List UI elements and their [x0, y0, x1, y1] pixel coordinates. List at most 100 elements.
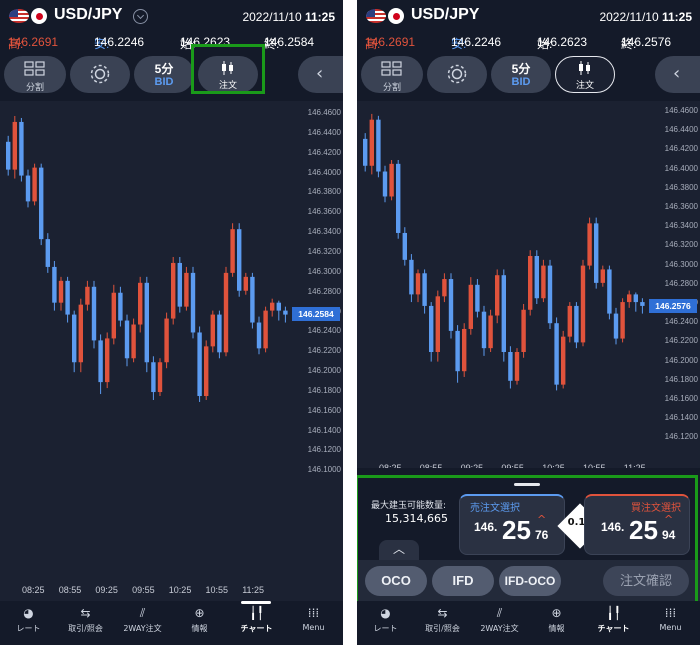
settings-button[interactable] — [427, 56, 487, 93]
y-tick-label: 146.3000 — [664, 259, 698, 269]
nav-item-menu[interactable]: ⁞⁞⁞ Menu — [285, 607, 342, 633]
timeframe-button[interactable]: 5分 BID — [491, 56, 551, 93]
y-tick-label: 146.4400 — [664, 125, 698, 135]
chart-toolbar: 分割 5分 BID 注文 ‹ — [357, 51, 700, 101]
nav-item-rate[interactable]: ◕ レート — [357, 607, 414, 634]
currency-pair[interactable]: USD/JPY — [54, 6, 123, 23]
chevron-down-icon[interactable] — [133, 9, 148, 24]
datetime: 2022/11/10 11:25 — [242, 10, 335, 24]
candlestick-chart[interactable]: 146.4600 146.4400 146.4200 146.4000 146.3800… — [0, 101, 343, 595]
y-tick-label: 146.1400 — [664, 413, 698, 423]
candle-up — [587, 223, 592, 266]
split-button[interactable]: 分割 — [4, 56, 66, 93]
candle-up — [567, 305, 572, 337]
chart-canvas — [6, 115, 288, 402]
menu-icon: ⁞⁞⁞ — [664, 606, 677, 620]
candle-up — [521, 309, 526, 352]
current-price-tag: 146.2576 — [649, 299, 697, 314]
drag-handle[interactable] — [514, 483, 540, 486]
currency-pair[interactable]: USD/JPY — [411, 6, 480, 23]
candle-down — [501, 275, 506, 352]
candle-down — [574, 305, 579, 343]
expand-button[interactable]: ︿ — [379, 540, 419, 560]
candle-down — [237, 229, 242, 291]
order-button[interactable]: 注文 — [198, 56, 258, 93]
price-stats: 高: 146.2691 安: 146.2246 始: 146.2623 終: 146.2… — [0, 33, 343, 51]
low-value: 146.2246 — [451, 35, 502, 49]
candle-up — [541, 265, 546, 299]
x-tick-label: 09:55 — [132, 585, 155, 595]
nav-label-menu: Menu — [659, 623, 682, 632]
candle-down — [429, 305, 434, 352]
info-icon: ⊕ — [194, 606, 205, 620]
candle-up — [210, 314, 215, 347]
us-flag-icon — [366, 9, 386, 23]
candle-down — [481, 311, 487, 349]
nav-item-trade[interactable]: ⇆ 取引/照会 — [414, 607, 471, 634]
low-label: 安: — [94, 37, 110, 51]
candle-up — [184, 272, 189, 307]
buy-price-prefix: 146. — [601, 520, 625, 534]
y-tick-label: 146.1000 — [307, 465, 341, 475]
nav-item-info[interactable]: ⊕ 情報 — [528, 607, 585, 634]
y-tick-label: 146.2200 — [307, 346, 341, 356]
candle-up — [32, 167, 37, 202]
info-icon: ⊕ — [551, 606, 562, 620]
candle-down — [534, 256, 539, 299]
candle-up — [12, 121, 17, 170]
candle-up — [462, 328, 467, 372]
buy-order-box[interactable]: 買注文選択 146. 25 ^ 94 — [584, 494, 690, 555]
ifd-oco-button[interactable]: IFD-OCO — [499, 566, 561, 596]
candlestick-chart[interactable]: 146.4600 146.4400 146.4200 146.4000 146.3800… — [357, 101, 700, 473]
settings-button[interactable] — [70, 56, 130, 93]
low-label: 安: — [451, 37, 467, 51]
nav-item-trade[interactable]: ⇆ 取引/照会 — [57, 607, 114, 634]
candle-up — [58, 280, 64, 303]
timeframe-button[interactable]: 5分 BID — [134, 56, 194, 93]
candle-up — [263, 310, 268, 349]
y-tick-label: 146.4400 — [307, 127, 341, 137]
collapse-button[interactable]: ‹ — [655, 56, 700, 93]
oco-button[interactable]: OCO — [365, 566, 427, 596]
candle-down — [554, 323, 559, 385]
x-tick-label: 08:55 — [58, 585, 82, 595]
candle-up — [389, 163, 394, 197]
high-label: 高: — [365, 37, 381, 51]
nav-label-2way: 2WAY注文 — [480, 624, 519, 633]
sell-order-box[interactable]: 売注文選択 146. 25 ^ 76 — [459, 494, 565, 555]
max-qty-value: 15,314,665 — [385, 512, 448, 525]
candle-down — [382, 171, 388, 197]
candle-up — [171, 262, 176, 319]
candle-up — [243, 276, 248, 291]
x-tick-label: 08:25 — [22, 585, 45, 595]
y-tick-label: 146.4000 — [664, 163, 698, 173]
order-confirm-button[interactable]: 注文確認 — [603, 566, 689, 596]
order-label: 注文 — [218, 80, 237, 90]
candle-down — [409, 259, 414, 295]
candle-down — [250, 276, 255, 323]
max-qty-label: 最大建玉可能数量: — [371, 501, 447, 511]
candle-up — [270, 302, 275, 311]
order-button[interactable]: 注文 — [555, 56, 615, 93]
nav-item-menu[interactable]: ⁞⁞⁞ Menu — [642, 606, 699, 633]
nav-item-2way[interactable]: ⫽ 2WAY注文 — [471, 607, 528, 634]
price-type-label: BID — [511, 76, 531, 88]
nav-item-chart[interactable]: ╽╿ チャート — [585, 607, 642, 634]
nav-item-info[interactable]: ⊕ 情報 — [171, 607, 228, 634]
nav-item-2way[interactable]: ⫽ 2WAY注文 — [114, 607, 171, 634]
split-label: 分割 — [25, 82, 44, 92]
candle-up — [415, 273, 421, 295]
candle-down — [6, 141, 11, 170]
y-tick-label: 146.4600 — [664, 106, 698, 115]
ifd-button[interactable]: IFD — [432, 566, 494, 596]
collapse-button[interactable]: ‹ — [298, 56, 343, 93]
candle-down — [508, 352, 513, 381]
candle-up — [105, 338, 110, 383]
trade-icon: ⇆ — [437, 606, 448, 620]
y-tick-label: 146.3200 — [664, 240, 698, 250]
nav-item-rate[interactable]: ◕ レート — [0, 607, 57, 634]
nav-item-chart[interactable]: ╽╿ チャート — [228, 607, 285, 634]
x-tick-label: 10:25 — [168, 585, 192, 595]
split-button[interactable]: 分割 — [361, 56, 423, 93]
buy-title: 買注文選択 — [631, 503, 681, 514]
